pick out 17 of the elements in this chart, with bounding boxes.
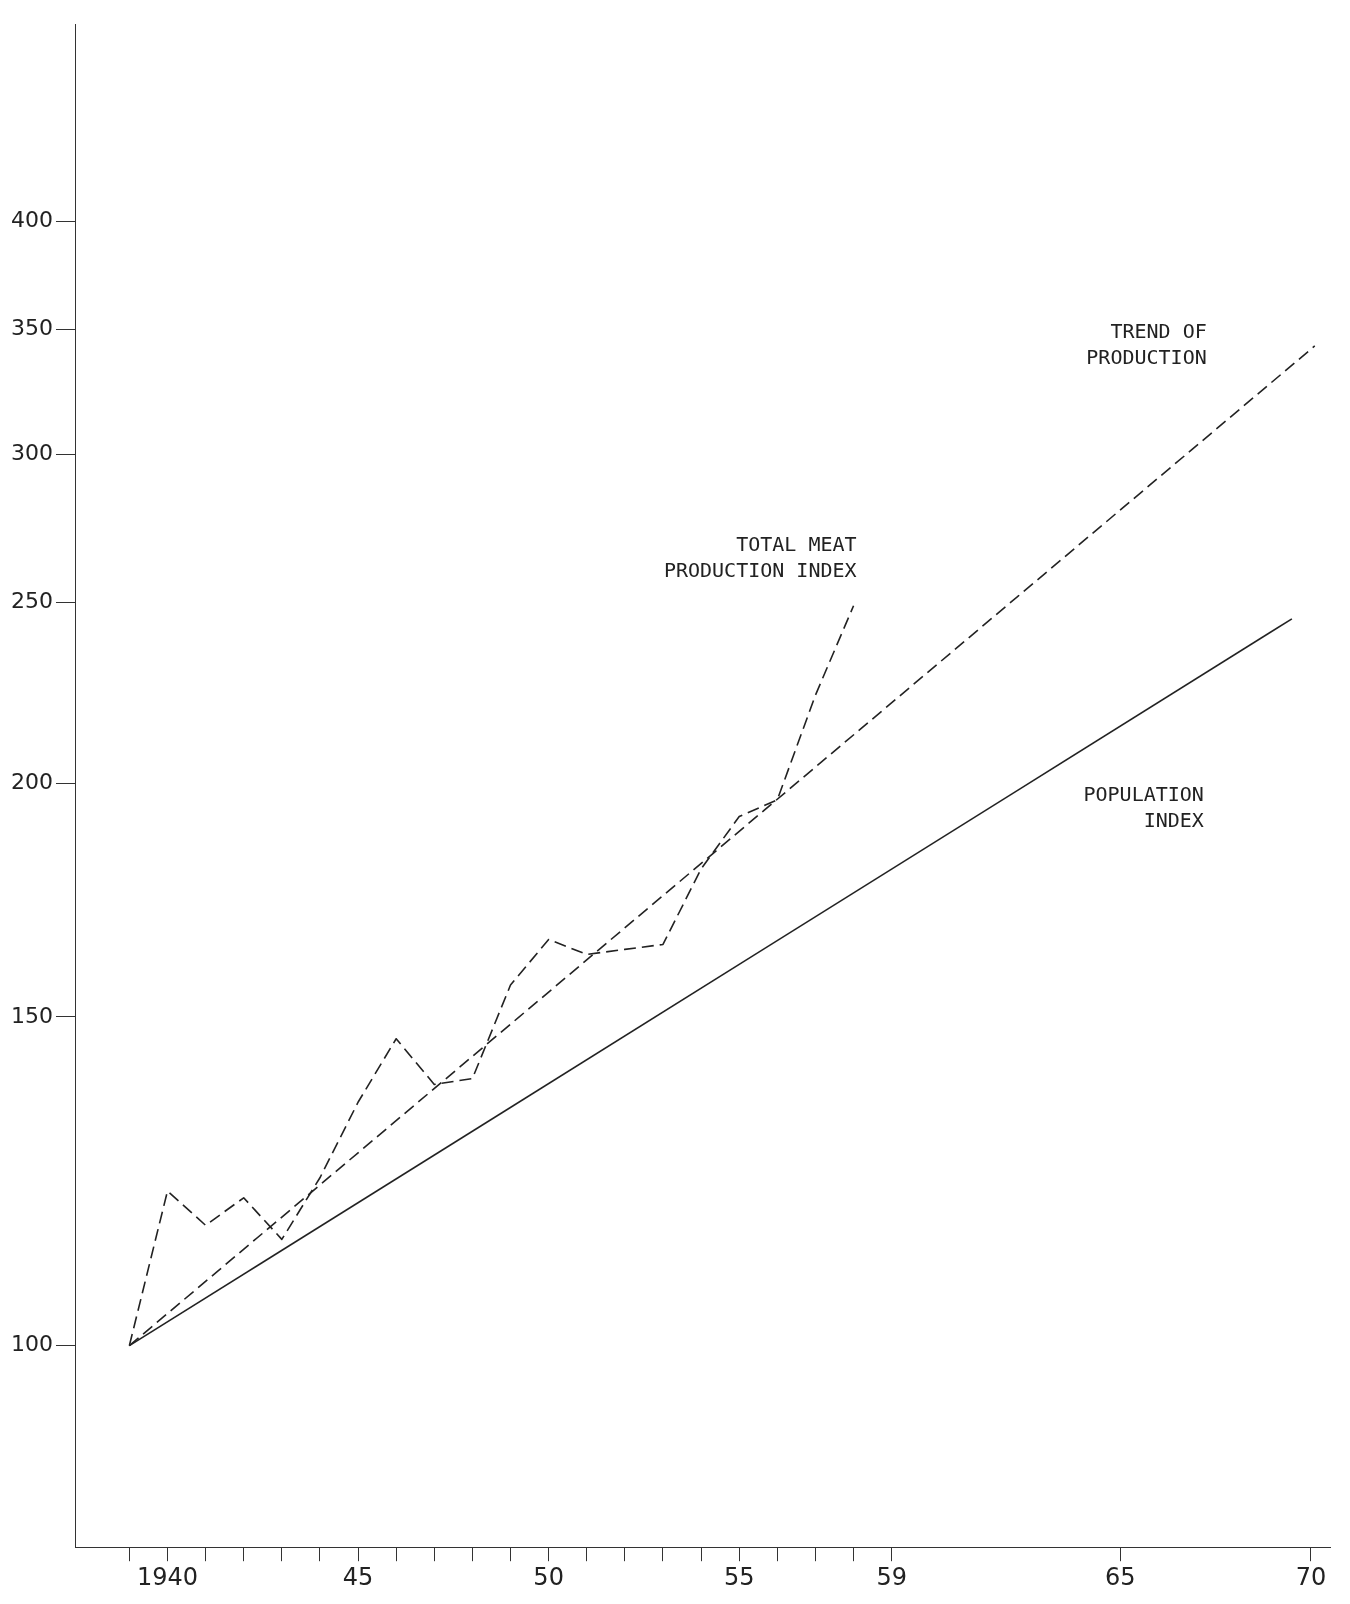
y-tick-label: 300 xyxy=(10,440,53,466)
y-tick-label: 150 xyxy=(10,1002,53,1028)
x-tick-label: 1940 xyxy=(136,1562,199,1591)
x-tick-label: 65 xyxy=(1105,1562,1136,1591)
y-tick-label: 400 xyxy=(10,206,53,232)
y-tick-label: 100 xyxy=(10,1331,53,1357)
x-tick-label: 70 xyxy=(1295,1562,1327,1591)
x-tick-label: 59 xyxy=(876,1562,907,1591)
text: TREND OF PRODUCTION xyxy=(1086,319,1207,370)
x-tick-label: 50 xyxy=(533,1562,564,1591)
y-tick-label: 250 xyxy=(10,588,53,614)
series-label: TOTAL MEAT PRODUCTION INDEX xyxy=(663,531,857,582)
x-tick-label: 55 xyxy=(723,1562,755,1591)
y-tick-label: 200 xyxy=(10,769,53,795)
y-tick-label: 350 xyxy=(10,315,53,341)
series-label: POPULATION INDEX xyxy=(1083,782,1204,833)
x-tick-label: 45 xyxy=(342,1562,374,1591)
